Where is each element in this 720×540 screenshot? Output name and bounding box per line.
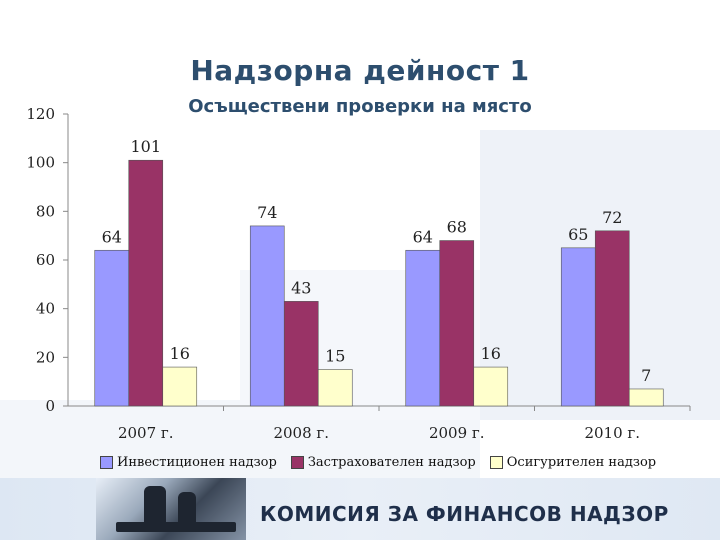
bar (439, 240, 475, 407)
bar (560, 247, 596, 407)
bar (628, 388, 664, 407)
legend-item-pension: Осигурителен надзор (489, 455, 657, 470)
office-photo (96, 478, 246, 540)
bar (249, 225, 285, 407)
bar-chart: 0 20 40 60 80 100 120 64 101 16 2007 г. 74 43 15 2008 … (26, 105, 691, 442)
data-label: 64 (413, 227, 433, 246)
legend-label-investment: Инвестиционен надзор (117, 455, 277, 470)
data-label: 65 (568, 225, 588, 244)
data-label: 16 (170, 344, 190, 363)
data-label: 72 (602, 208, 622, 227)
legend-swatch-investment (100, 456, 113, 469)
bar (594, 230, 630, 407)
legend-swatch-pension (489, 456, 503, 469)
bar (162, 366, 198, 407)
bar (405, 249, 441, 407)
photo-figure (178, 492, 196, 530)
y-tick-label: 20 (36, 348, 55, 366)
page-title: Надзорна дейност 1 (190, 54, 530, 87)
organization-name: КОМИСИЯ ЗА ФИНАНСОВ НАДЗОР (260, 502, 669, 526)
y-tick-label: 120 (26, 105, 55, 123)
data-label: 15 (325, 347, 345, 366)
x-tick-label: 2010 г. (584, 424, 640, 442)
data-label: 74 (257, 203, 277, 222)
bar (473, 366, 509, 407)
photo-desk (116, 522, 236, 532)
legend-item-insurance: Застрахователен надзор (290, 455, 476, 470)
y-tick-label: 80 (36, 202, 55, 220)
x-tick-label: 2009 г. (429, 424, 485, 442)
data-label: 64 (102, 227, 122, 246)
y-tick-label: 60 (36, 251, 55, 269)
page-subtitle: Осъществени проверки на място (188, 96, 532, 117)
photo-figure (144, 486, 166, 530)
data-label: 68 (447, 218, 467, 237)
x-tick-label: 2007 г. (118, 424, 174, 442)
data-label: 43 (291, 278, 311, 297)
bar (317, 369, 353, 407)
data-label: 101 (130, 137, 161, 156)
legend-item-investment: Инвестиционен надзор (100, 455, 277, 470)
y-tick-label: 40 (36, 300, 55, 318)
chart-legend: Инвестиционен надзор Застрахователен над… (100, 455, 656, 470)
data-label: 16 (481, 344, 501, 363)
bar (94, 249, 130, 407)
legend-label-insurance: Застрахователен надзор (307, 455, 476, 470)
bar (283, 301, 319, 407)
y-tick-label: 100 (26, 154, 55, 172)
legend-swatch-insurance (290, 456, 304, 469)
bar (128, 159, 164, 407)
y-tick-label: 0 (45, 397, 55, 415)
x-tick-label: 2008 г. (273, 424, 329, 442)
data-label: 7 (641, 366, 651, 385)
legend-label-pension: Осигурителен надзор (506, 455, 657, 470)
